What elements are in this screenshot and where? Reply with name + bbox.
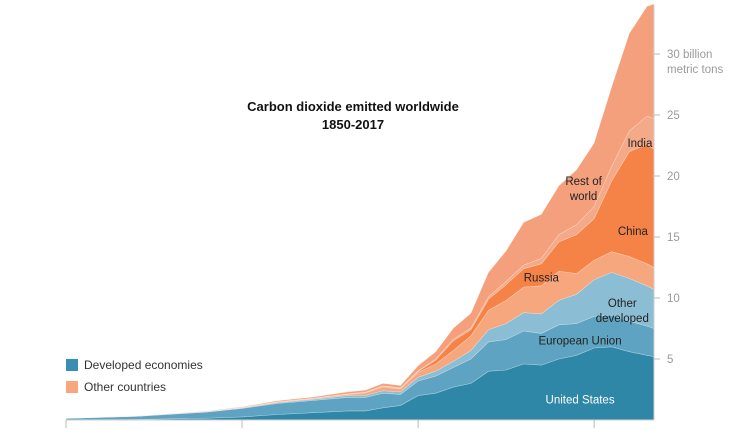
- legend-label-other: Other countries: [84, 380, 167, 394]
- legend-item-other: Other countries: [66, 376, 203, 398]
- area-label-other-developed: Other: [608, 298, 637, 310]
- area-label-china: China: [618, 226, 649, 238]
- legend: Developed economies Other countries: [66, 354, 203, 398]
- area-label-rest-of-world: world: [569, 191, 597, 203]
- chart-title-block: Carbon dioxide emitted worldwide 1850-20…: [228, 98, 478, 134]
- legend-item-developed: Developed economies: [66, 354, 203, 376]
- area-labels: United States European Union Other develope…: [524, 138, 653, 406]
- y-tick-label: 30 billion: [667, 49, 712, 61]
- y-tick-label: 5: [667, 354, 673, 366]
- legend-swatch-other: [66, 381, 78, 393]
- y-tick-label: 20: [667, 171, 680, 183]
- y-tick-label: 10: [667, 293, 680, 305]
- area-label-other-developed: developed: [596, 313, 649, 325]
- legend-swatch-developed: [66, 359, 78, 371]
- area-label-russia: Russia: [524, 272, 560, 284]
- y-tick-label: 15: [667, 232, 680, 244]
- area-label-india: India: [627, 138, 653, 150]
- chart-subtitle: 1850-2017: [321, 117, 385, 132]
- y-axis-unit-label: metric tons: [667, 64, 723, 76]
- area-label-united-states: United States: [546, 394, 615, 406]
- y-tick-label: 25: [667, 110, 680, 122]
- area-label-rest-of-world: Rest of: [565, 176, 602, 188]
- axes: 5 10 15 20 25 30 billion metric tons: [65, 6, 723, 428]
- legend-label-developed: Developed economies: [84, 358, 203, 372]
- area-label-european-union: European Union: [538, 336, 621, 348]
- chart-title: Carbon dioxide emitted worldwide: [247, 99, 459, 114]
